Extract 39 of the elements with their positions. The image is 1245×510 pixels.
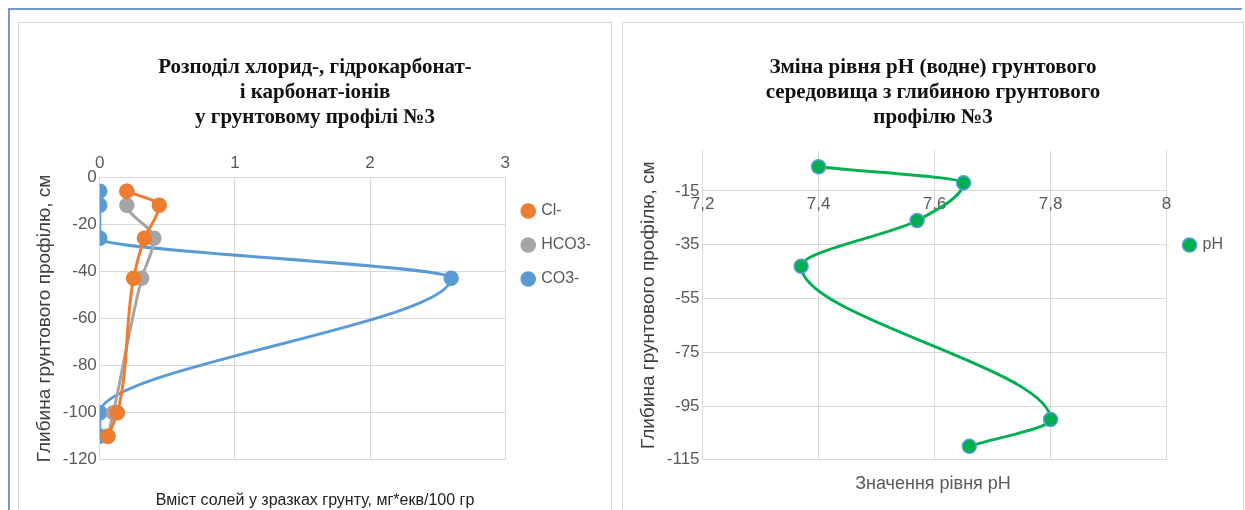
- x-tick-label: 2: [365, 153, 375, 173]
- x-tick-label: 7,8: [1038, 193, 1063, 213]
- point: [109, 404, 126, 421]
- chart-title: Розподіл хлорид-, гідрокарбонат- і карбонат-іонів у грунтовому профілі №3: [158, 54, 472, 129]
- legend-label: pH: [1202, 235, 1223, 253]
- point: [810, 158, 827, 175]
- point: [136, 230, 153, 247]
- legend-label: Cl-: [541, 201, 562, 219]
- y-tick-label: -40: [72, 260, 97, 280]
- point: [909, 212, 925, 229]
- chart-title: Зміна рівня рН (водне) грунтового середовища з глибиною грунтового профілю №3: [765, 54, 1101, 129]
- point: [793, 258, 809, 274]
- point: [151, 197, 168, 214]
- y-tick-label: 0: [87, 166, 97, 186]
- point: [961, 438, 978, 455]
- y-axis-title: Глибина грунтового профілю, см: [32, 174, 54, 463]
- x-tick-label: 1: [230, 153, 240, 173]
- y-tick-label: -35: [674, 234, 700, 254]
- y-tick-label: -100: [62, 402, 97, 422]
- y-tick-label: -120: [62, 449, 97, 469]
- x-axis-title: Вміст солей у зразках грунту, мг*екв/100 гр: [154, 491, 476, 509]
- x-tick-label: 7,4: [806, 193, 831, 213]
- x-tick-label: 3: [500, 153, 510, 173]
- y-tick-label: -20: [72, 213, 97, 233]
- point: [955, 175, 972, 191]
- legend-label: HCO3-: [541, 235, 591, 253]
- point: [125, 270, 142, 287]
- point: [1042, 411, 1059, 428]
- point: [119, 197, 135, 214]
- y-axis-title: Глибина грунтового профілю, см: [636, 161, 658, 450]
- legend-label: CO3-: [541, 269, 580, 287]
- x-tick-label: 8: [1161, 193, 1172, 213]
- y-tick-label: -80: [72, 355, 97, 375]
- y-tick-label: -60: [72, 308, 97, 328]
- x-axis-title: Значення рівня pH: [854, 473, 1012, 494]
- y-tick-label: -95: [674, 395, 700, 415]
- y-tick-label: -55: [674, 288, 700, 308]
- y-tick-label: -115: [666, 449, 700, 469]
- y-tick-label: -75: [674, 341, 700, 361]
